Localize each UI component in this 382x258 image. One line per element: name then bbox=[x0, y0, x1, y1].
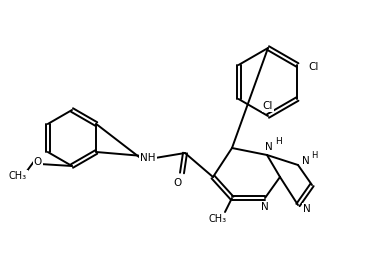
Text: N: N bbox=[261, 202, 269, 212]
Text: H: H bbox=[311, 150, 317, 159]
Text: O: O bbox=[34, 157, 42, 167]
Text: Cl: Cl bbox=[263, 101, 273, 111]
Text: NH: NH bbox=[140, 153, 156, 163]
Text: H: H bbox=[276, 136, 282, 146]
Text: CH₃: CH₃ bbox=[9, 171, 27, 181]
Text: O: O bbox=[173, 178, 181, 188]
Text: N: N bbox=[302, 156, 310, 166]
Text: CH₃: CH₃ bbox=[209, 214, 227, 224]
Text: Cl: Cl bbox=[308, 62, 319, 72]
Text: N: N bbox=[303, 204, 311, 214]
Text: N: N bbox=[265, 142, 273, 152]
